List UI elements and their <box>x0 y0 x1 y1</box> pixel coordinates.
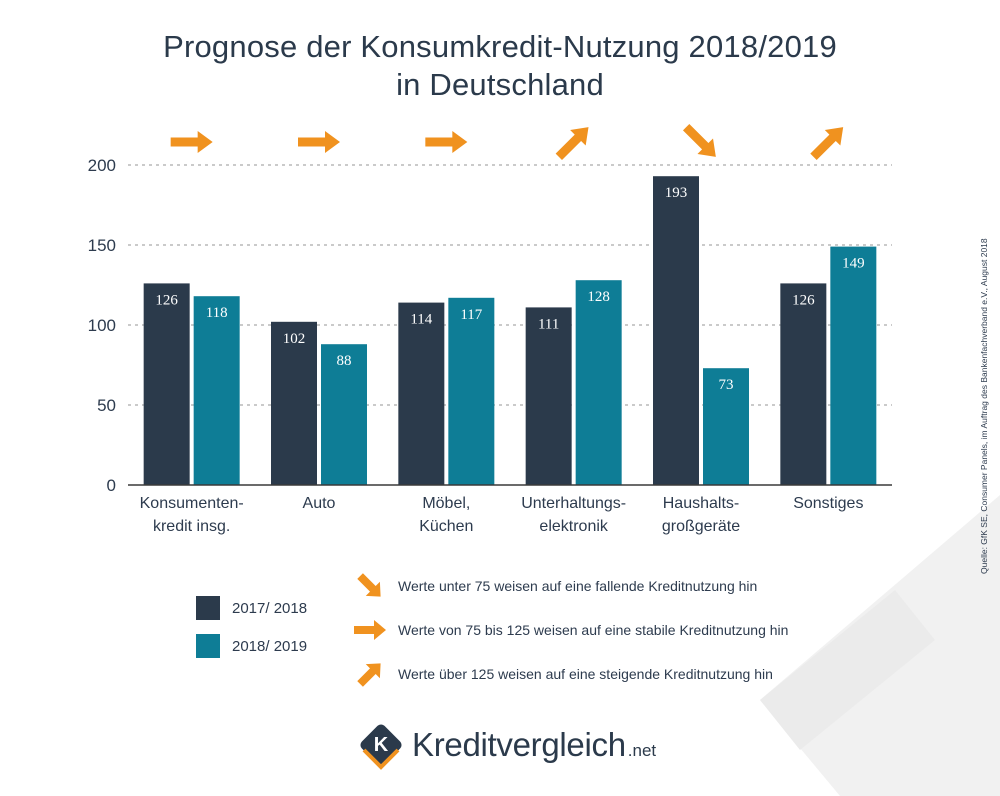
data-label: 117 <box>460 307 482 323</box>
data-label: 149 <box>842 256 865 272</box>
bar-2018 <box>448 297 495 485</box>
x-tick-label: Möbel, <box>422 495 470 512</box>
bar-2018 <box>703 368 749 485</box>
trend-notes: Werte unter 75 weisen auf eine fallende … <box>352 564 788 696</box>
bar-2017 <box>398 302 445 485</box>
y-tick-label: 200 <box>88 156 116 175</box>
note-stable: Werte von 75 bis 125 weisen auf eine sta… <box>352 608 788 652</box>
data-label: 126 <box>155 292 178 308</box>
bar-2017 <box>780 283 827 485</box>
arrow-up-right-icon <box>357 663 381 687</box>
logo-wordmark: Kreditvergleich <box>412 726 626 763</box>
y-tick-label: 0 <box>107 476 116 495</box>
note-rising: Werte über 125 weisen auf eine steigende… <box>352 652 788 696</box>
trend-arrow-right-icon <box>298 131 340 153</box>
bar-2018 <box>321 344 367 485</box>
y-tick-label: 50 <box>97 396 116 415</box>
arrow-down-right-icon <box>357 573 381 597</box>
logo-letter: K <box>374 734 389 756</box>
trend-arrow-right-icon <box>170 131 213 153</box>
legend-label-2017: 2017/ 2018 <box>232 599 308 617</box>
x-tick-label: Haushalts- <box>663 495 739 512</box>
legend-item-2018: 2018/ 2019 <box>196 634 307 658</box>
source-note: Quelle: GfK SE, Consumer Panels, im Auft… <box>978 214 990 574</box>
legend-swatch-2017 <box>196 596 220 620</box>
bar-2017 <box>653 176 699 485</box>
x-tick-label: Sonstiges <box>793 495 863 512</box>
y-tick-label: 150 <box>88 236 116 255</box>
source-text: Quelle: GfK SE, Consumer Panels, im Auft… <box>979 238 989 574</box>
data-label: 111 <box>538 316 559 332</box>
data-label: 193 <box>665 185 688 201</box>
chart-title-line-2: in Deutschland <box>396 67 604 102</box>
bar-2018 <box>193 296 240 485</box>
chart-title-line-1: Prognose der Konsumkredit-Nutzung 2018/2… <box>163 29 837 64</box>
x-tick-label: Unterhaltungs- <box>521 495 626 512</box>
data-label: 128 <box>587 289 610 305</box>
legend-swatch-2018 <box>196 634 220 658</box>
data-label: 126 <box>792 292 815 308</box>
bar-2017 <box>271 321 317 485</box>
trend-arrow-down-right-icon <box>682 123 716 157</box>
legend-item-2017: 2017/ 2018 <box>196 596 307 620</box>
data-label: 114 <box>410 312 432 328</box>
trend-arrow-up-right-icon <box>555 127 589 161</box>
bar-2018 <box>575 280 622 485</box>
x-tick-label: großgeräte <box>662 518 740 535</box>
arrow-right-icon <box>354 620 386 640</box>
x-tick-label: Auto <box>303 495 336 512</box>
bar-2017 <box>525 307 572 485</box>
trend-arrow-right-icon <box>425 131 468 153</box>
x-tick-label: Küchen <box>419 518 473 535</box>
x-tick-label: kredit insg. <box>153 518 230 535</box>
y-tick-label: 100 <box>88 316 116 335</box>
legend-label-2018: 2018/ 2019 <box>232 637 308 655</box>
bar-2017 <box>143 283 190 485</box>
trend-arrow-up-right-icon <box>810 127 844 161</box>
legend: 2017/ 2018 2018/ 2019 <box>196 596 307 672</box>
data-label: 88 <box>337 353 352 369</box>
x-tick-label: Konsumenten- <box>140 495 244 512</box>
data-label: 73 <box>719 377 734 393</box>
note-falling: Werte unter 75 weisen auf eine fallende … <box>352 564 788 608</box>
x-tick-label: elektronik <box>539 518 608 535</box>
note-falling-text: Werte unter 75 weisen auf eine fallende … <box>398 578 758 594</box>
kreditvergleich-logo-icon: K <box>360 724 402 770</box>
note-stable-text: Werte von 75 bis 125 weisen auf eine sta… <box>398 622 789 638</box>
brand-logo: K Kreditvergleich .net <box>356 720 656 770</box>
logo-tld: .net <box>627 741 657 760</box>
note-rising-text: Werte über 125 weisen auf eine steigende… <box>398 666 773 682</box>
bar-2018 <box>830 246 877 485</box>
data-label: 102 <box>283 331 306 347</box>
chart-title: Prognose der Konsumkredit-Nutzung 2018/2… <box>120 28 880 104</box>
data-label: 118 <box>206 305 228 321</box>
